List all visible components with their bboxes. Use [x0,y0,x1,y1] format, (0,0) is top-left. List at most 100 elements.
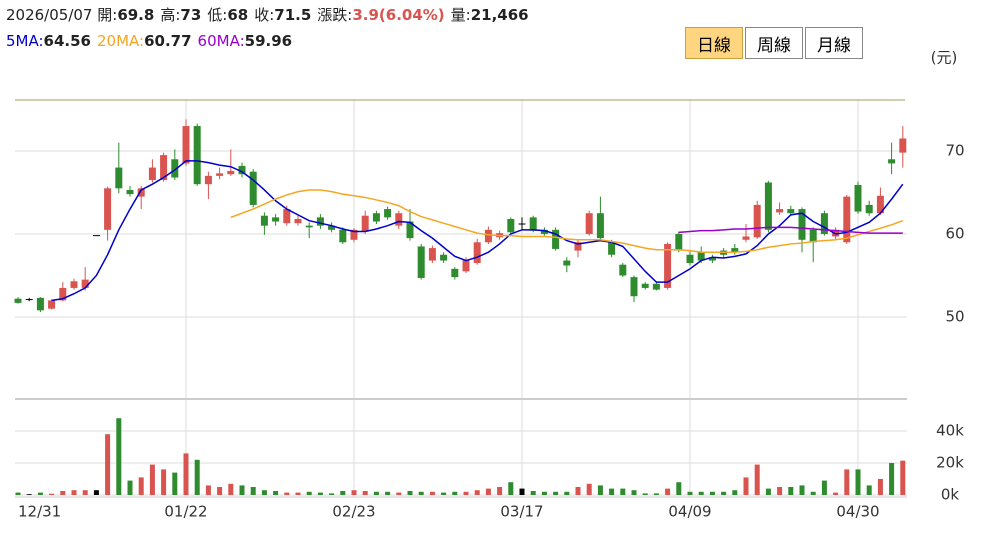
quote-value: 71.5 [274,6,312,24]
candle-body [876,195,884,214]
ma-label: 5MA: [6,32,44,50]
volume-bar [105,434,111,495]
candle-body [641,283,649,288]
volume-bar [239,485,245,495]
candle-body [888,159,896,164]
volume-bar [418,491,424,495]
volume-bar [138,477,144,495]
period-tab[interactable]: 日線 [685,27,743,59]
volume-bar [508,482,514,495]
candle-body [708,257,716,261]
candle-body [182,126,190,164]
volume-bar [250,487,256,495]
volume-bar [463,491,469,495]
y-tick-label: 70 [945,141,964,159]
candle-body [350,229,358,240]
quote-label: 低: [207,6,228,24]
volume-bar [183,453,189,495]
volume-bar [261,490,267,495]
y-tick-label: 20k [936,454,964,472]
volume-bar [732,490,738,495]
volume-bar [396,492,402,495]
volume-bar [553,491,559,495]
candle-body [652,283,660,290]
candle-body [529,217,537,231]
candle-body [619,264,627,276]
candle-body [798,209,806,240]
volume-bar [541,491,547,495]
volume-bar [172,472,178,495]
volume-bar [833,492,839,495]
quote-value: 21,466 [470,6,529,24]
candle-body [126,189,134,195]
candle-body [384,209,392,218]
candle-body [305,225,313,228]
ma-value: 64.56 [43,32,91,50]
ma-label: 60MA: [197,32,245,50]
volume-bar [317,492,323,495]
candle-body [361,215,369,232]
volume-bar [653,493,659,495]
volume-bar [810,491,816,495]
candle-body [820,213,828,234]
volume-bar [60,491,66,495]
candle-body [697,252,705,261]
volume-bar [665,488,671,495]
volume-bar [49,493,55,495]
candle-body [507,219,515,233]
volume-bar [877,479,883,495]
volume-bar [373,491,379,495]
candle-body [59,287,67,301]
candle-body [574,242,582,251]
volume-bar [284,492,290,495]
quote-value: 73 [180,6,202,24]
ma-line [51,160,904,302]
candle-body [104,188,112,230]
candle-body [193,126,201,185]
volume-bar [709,491,715,495]
quote-value: 69.8 [117,6,155,24]
candle-body [372,213,380,222]
volume-bar [306,491,312,495]
quote-label: 高: [160,6,181,24]
volume-bar [217,487,223,495]
candle-body [283,209,291,224]
candle-body [294,219,302,224]
candle-body [249,171,257,205]
candle-body [753,204,761,238]
candle-body [776,209,784,213]
volume-bar [754,464,760,495]
candle-body [216,173,224,176]
volume-bar [362,491,368,495]
volume-bar [351,490,357,495]
ma-value: 59.96 [244,32,293,50]
period-tab[interactable]: 周線 [745,27,803,59]
volume-bar [631,490,637,495]
quote-value: 3.9(6.04%) [352,6,445,24]
x-tick-label: 04/30 [836,503,879,521]
volume-bar [37,492,43,495]
volume-bar [575,487,581,495]
candle-body [339,229,347,243]
candle-body [596,213,604,239]
y-tick-label: 50 [945,307,964,325]
volume-bar [295,492,301,495]
candle-body [552,229,560,249]
candle-body [70,281,78,288]
volume-bar [777,487,783,495]
volume-bar [194,459,200,495]
candle-body [160,155,168,181]
period-tabs: 日線 周線 月線 [685,27,865,59]
period-tab[interactable]: 月線 [805,27,863,59]
volume-bar [407,491,413,495]
volume-bar [497,487,503,495]
candle-body [148,167,156,181]
volume-bar [26,494,32,495]
candle-body [484,229,492,243]
y-tick-label: 60 [945,224,964,242]
candle-body [48,300,56,309]
candle-body [406,221,414,239]
candle-body [328,225,336,230]
ma-line [678,226,903,234]
x-tick-label: 02/23 [332,503,375,521]
